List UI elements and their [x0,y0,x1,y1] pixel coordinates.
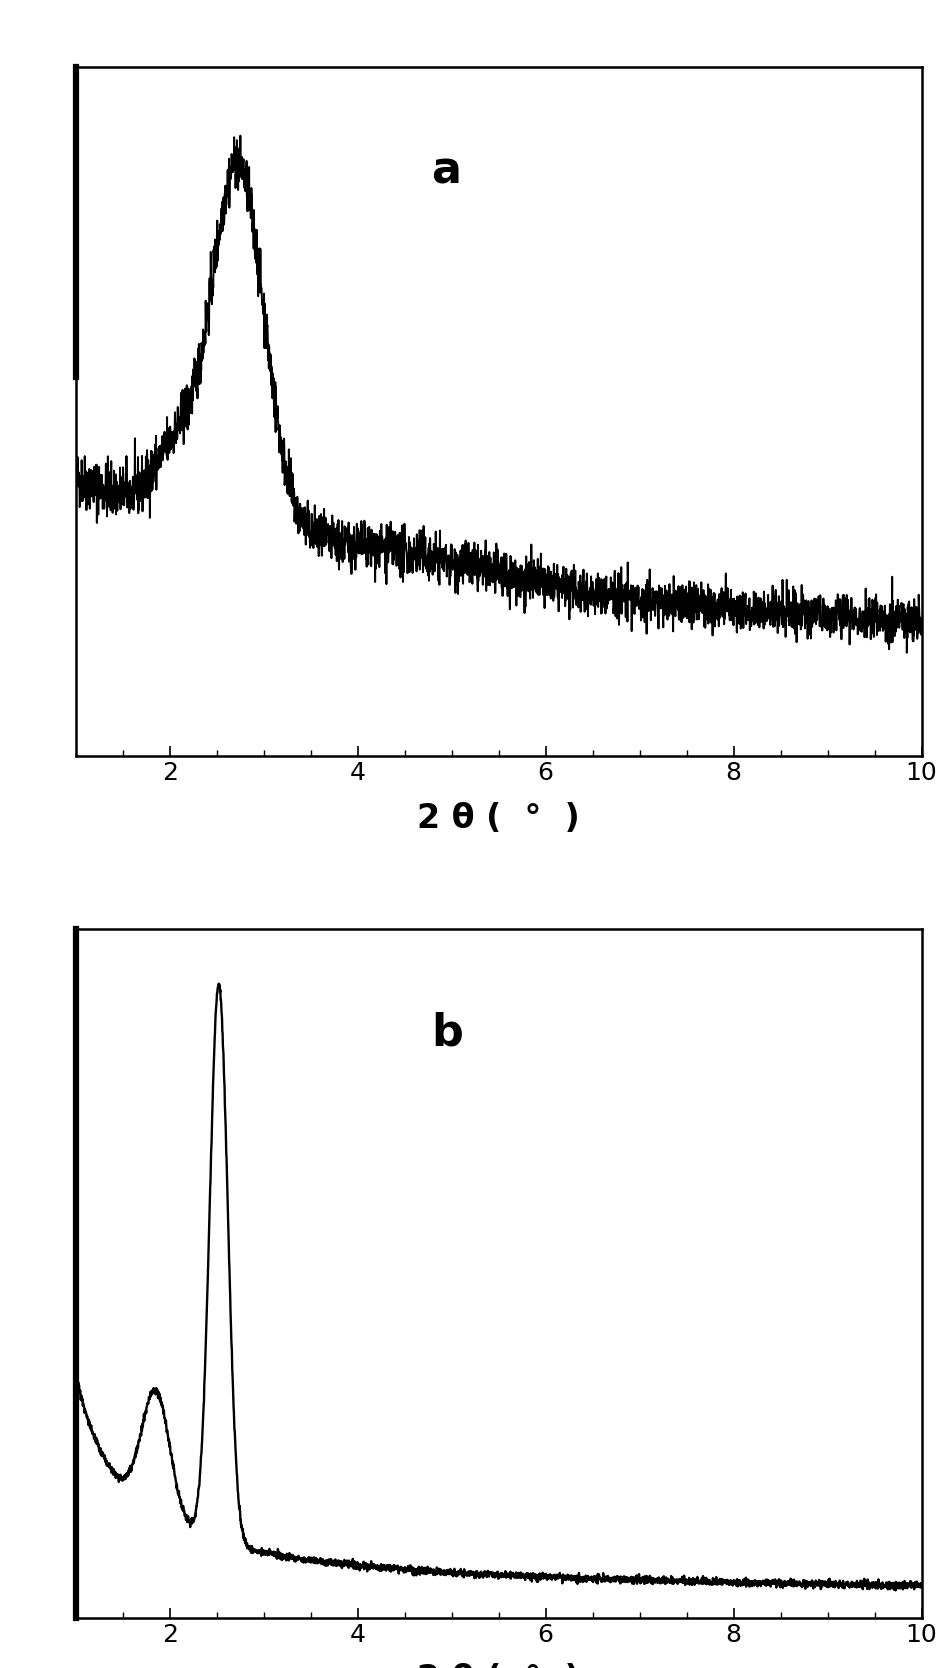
X-axis label: 2 θ (  °  ): 2 θ ( ° ) [417,1663,580,1668]
Text: b: b [431,1011,463,1054]
Text: a: a [431,150,461,192]
X-axis label: 2 θ (  °  ): 2 θ ( ° ) [417,802,580,834]
